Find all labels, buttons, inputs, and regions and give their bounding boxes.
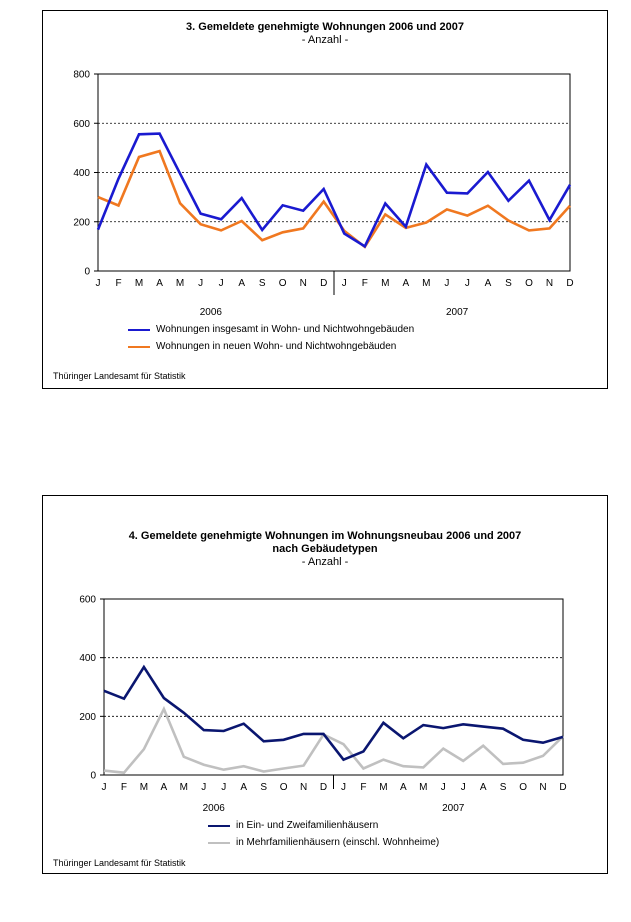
x-tick-label: F	[362, 278, 368, 289]
x-tick-label: D	[320, 278, 327, 289]
x-tick-label: J	[219, 278, 224, 289]
legend-swatch	[208, 824, 230, 827]
x-tick-label: S	[500, 782, 507, 793]
x-tick-label: J	[444, 278, 449, 289]
x-tick-label: M	[422, 278, 430, 289]
legend-label: Wohnungen in neuen Wohn- und Nichtwohnge…	[156, 341, 397, 352]
x-tick-label: J	[221, 782, 226, 793]
chart-panel-2: 4. Gemeldete genehmigte Wohnungen im Woh…	[42, 495, 608, 874]
legend-label: Wohnungen insgesamt in Wohn- und Nichtwo…	[156, 324, 415, 335]
legend-label: in Ein- und Zweifamilienhäusern	[236, 820, 379, 831]
year-label: 2006	[200, 307, 223, 318]
y-tick-label: 600	[79, 595, 96, 606]
year-label: 2007	[442, 803, 465, 814]
x-tick-label: M	[379, 782, 387, 793]
y-tick-label: 200	[73, 217, 90, 228]
chart-1-legend: Wohnungen insgesamt in Wohn- und Nichtwo…	[128, 321, 414, 355]
y-tick-label: 400	[73, 168, 90, 179]
legend-item-1-1: Wohnungen insgesamt in Wohn- und Nichtwo…	[128, 321, 414, 338]
chart-2-source: Thüringer Landesamt für Statistik	[53, 858, 186, 868]
x-tick-label: N	[546, 278, 553, 289]
chart-2-title-block: 4. Gemeldete genehmigte Wohnungen im Woh…	[43, 530, 607, 569]
chart-1-plot: 0 200 400 600 800 J F M A M J J A S O N D J F M A M J J A S O N D 200…	[73, 70, 573, 319]
series-line	[103, 705, 564, 775]
legend-swatch	[128, 345, 150, 348]
legend-swatch	[208, 841, 230, 844]
x-tick-label: N	[300, 278, 307, 289]
x-tick-label: O	[519, 782, 527, 793]
x-tick-label: S	[260, 782, 267, 793]
chart-2-subtitle: - Anzahl -	[301, 556, 349, 568]
x-tick-label: J	[102, 782, 107, 793]
chart-2-title: 4. Gemeldete genehmigte Wohnungen im Woh…	[128, 530, 522, 542]
x-tick-label: S	[505, 278, 512, 289]
x-tick-label: A	[161, 782, 168, 793]
chart-2-title-line2: nach Gebäudetypen	[272, 543, 378, 555]
chart-1-source: Thüringer Landesamt für Statistik	[53, 371, 186, 381]
year-label: 2006	[203, 803, 226, 814]
y-tick-label: 800	[73, 70, 90, 81]
x-tick-label: A	[480, 782, 487, 793]
x-tick-label: A	[400, 782, 407, 793]
x-tick-label: F	[115, 278, 121, 289]
y-tick-label: 600	[73, 119, 90, 130]
x-tick-label: M	[176, 278, 184, 289]
x-tick-label: J	[461, 782, 466, 793]
series-line	[96, 132, 572, 249]
x-tick-label: A	[402, 278, 409, 289]
x-tick-label: N	[539, 782, 546, 793]
chart-panel-1: 3. Gemeldete genehmigte Wohnungen 2006 u…	[42, 10, 608, 389]
y-tick-label: 200	[79, 712, 96, 723]
x-tick-label: A	[240, 782, 247, 793]
x-tick-label: M	[140, 782, 148, 793]
x-tick-label: F	[121, 782, 127, 793]
x-tick-label: J	[198, 278, 203, 289]
x-tick-label: O	[280, 782, 288, 793]
x-tick-label: D	[559, 782, 566, 793]
y-tick-label: 0	[90, 771, 96, 782]
series-line	[97, 149, 571, 249]
x-tick-label: M	[419, 782, 427, 793]
x-tick-label: A	[156, 278, 163, 289]
chart-1-subtitle: - Anzahl -	[301, 34, 349, 46]
x-tick-label: O	[279, 278, 287, 289]
legend-swatch	[128, 328, 150, 331]
chart-1-title: 3. Gemeldete genehmigte Wohnungen 2006 u…	[186, 21, 464, 33]
x-tick-label: O	[525, 278, 533, 289]
series-line	[103, 664, 564, 762]
x-tick-label: M	[381, 278, 389, 289]
x-tick-label: J	[465, 278, 470, 289]
x-tick-label: J	[341, 782, 346, 793]
x-tick-label: S	[259, 278, 266, 289]
y-tick-label: 0	[84, 267, 90, 278]
year-label: 2007	[446, 307, 469, 318]
chart-1-title-block: 3. Gemeldete genehmigte Wohnungen 2006 u…	[43, 21, 607, 47]
x-tick-label: M	[135, 278, 143, 289]
x-tick-label: A	[238, 278, 245, 289]
x-tick-label: N	[300, 782, 307, 793]
x-tick-label: D	[566, 278, 573, 289]
x-tick-label: A	[485, 278, 492, 289]
x-tick-label: D	[320, 782, 327, 793]
y-tick-label: 400	[79, 653, 96, 664]
legend-item-1-2: Wohnungen in neuen Wohn- und Nichtwohnge…	[128, 338, 414, 355]
x-tick-label: J	[441, 782, 446, 793]
legend-item-2-1: in Ein- und Zweifamilienhäusern	[208, 817, 439, 834]
legend-item-2-2: in Mehrfamilienhäusern (einschl. Wohnhei…	[208, 834, 439, 851]
x-tick-label: F	[360, 782, 366, 793]
x-tick-label: J	[96, 278, 101, 289]
x-tick-label: J	[342, 278, 347, 289]
chart-2-legend: in Ein- und Zweifamilienhäusern in Mehrf…	[208, 817, 439, 851]
x-tick-label: M	[180, 782, 188, 793]
legend-label: in Mehrfamilienhäusern (einschl. Wohnhei…	[236, 837, 440, 848]
x-tick-label: J	[201, 782, 206, 793]
chart-2-plot: 0 200 400 600 J F M A M J J A S O N D J F M A M J J A S O N D 2006 20…	[79, 595, 566, 815]
